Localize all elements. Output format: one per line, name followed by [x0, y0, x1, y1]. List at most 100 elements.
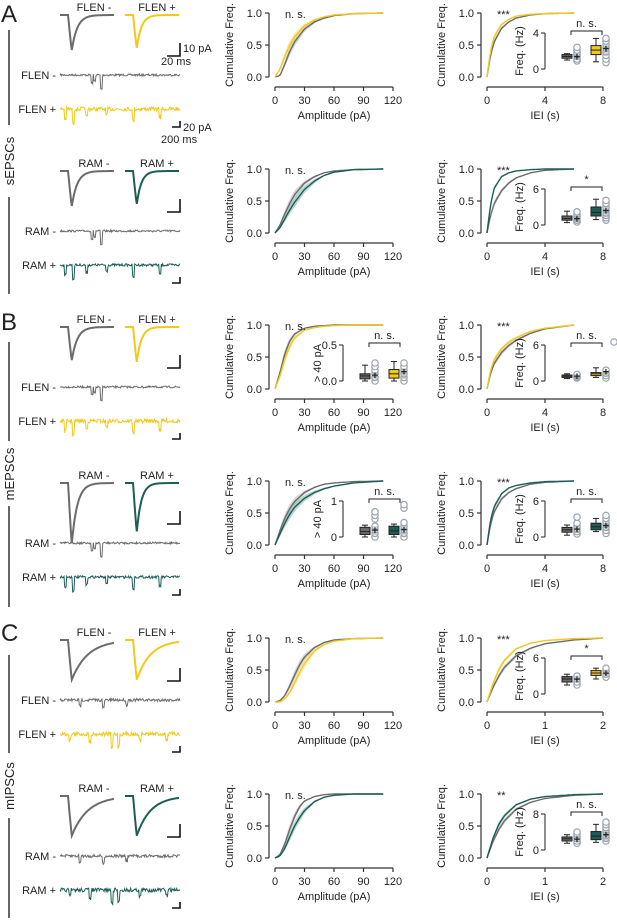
- raw-trace-treated: [59, 730, 181, 750]
- average-trace-treated: [125, 482, 179, 532]
- x-tick-label: 120: [384, 720, 402, 732]
- raw-trace-control: [59, 228, 181, 246]
- scale-bar-average: [167, 43, 181, 57]
- point-cluster: [603, 206, 609, 217]
- inset-y-axis-label: Freq. (Hz): [514, 807, 526, 857]
- iei-cdf-chart-row1: 0.0 0.5 1.0 Cumulative Freq. 0 4 8 IEI (s) *** 0 4…: [436, 3, 610, 122]
- raw-label-treated: RAM +: [22, 260, 56, 272]
- significance-annotation: n. s.: [285, 790, 306, 802]
- significance-annotation: n. s.: [285, 634, 306, 646]
- section-label-mepscs: mEPSCs: [2, 447, 17, 500]
- mean-marker: +: [603, 830, 609, 842]
- data-point: [400, 359, 408, 367]
- raw-label-control: RAM -: [25, 538, 57, 550]
- significance-annotation: n. s.: [285, 165, 306, 177]
- significance-annotation: n. s.: [285, 9, 306, 21]
- y-tick-label: 0.0: [247, 540, 262, 552]
- cdf-band-RAMplus: [275, 794, 384, 858]
- mean-marker: +: [603, 668, 609, 680]
- trace-label-treated: RAM +: [140, 783, 174, 795]
- scale-bar-raw: [172, 277, 181, 284]
- x-axis-label: Amplitude (pA): [298, 110, 371, 122]
- y-tick-label: 0.0: [459, 697, 474, 709]
- cdf-band-FLENplus: [275, 13, 384, 77]
- point-cluster: [574, 53, 580, 60]
- y-tick-label: 0.0: [247, 72, 262, 84]
- point-cluster: [574, 675, 580, 683]
- raw-label-control: FLEN -: [21, 695, 56, 707]
- cdf-line-RAMminus: [274, 168, 384, 234]
- y-tick-label: 1.0: [459, 476, 474, 488]
- mean-marker: +: [372, 525, 378, 537]
- y-tick-label: 1.0: [247, 633, 262, 645]
- cdf-line-RAMplus: [274, 168, 384, 234]
- raw-trace-treated: [59, 105, 181, 125]
- y-tick-label: 0.5: [247, 40, 262, 52]
- boxplot-inset: 0 6 Freq. (Hz) + + n. s.: [514, 330, 617, 388]
- panel-letter-c: C: [1, 620, 18, 647]
- x-tick-label: 120: [384, 563, 402, 575]
- y-axis-label: Cumulative Freq.: [436, 471, 448, 555]
- boxplot-inset: 0 6 Freq. (Hz) + + *: [514, 643, 610, 701]
- raw-trace-treated: [59, 574, 181, 593]
- y-tick-label: 0.5: [459, 508, 474, 520]
- traces-row4: RAM - RAM + RAM - RAM +: [22, 470, 181, 596]
- cdf-line-RAMplus: [486, 168, 574, 234]
- inset-significance: n. s.: [576, 486, 597, 498]
- iei-cdf-chart-row6: 0.0 0.5 1.0 Cumulative Freq. 0 1 2 IEI (s) ** 0 8F…: [436, 784, 610, 903]
- y-tick-label: 1.0: [459, 633, 474, 645]
- x-tick-label: 0: [272, 407, 278, 419]
- scale-bar-raw: [172, 433, 181, 440]
- raw-trace-control: [59, 540, 181, 558]
- significance-bracket: [570, 655, 603, 660]
- scale-bar-raw: [172, 902, 181, 909]
- inset-y-tick-label: 1: [331, 496, 337, 508]
- inset-y-axis-label: Freq. (Hz): [514, 651, 526, 701]
- panel-letter-b: B: [1, 309, 17, 336]
- iei-cdf-chart-row2: 0.0 0.5 1.0 Cumulative Freq. 0 4 8 IEI (s) *** 0 6…: [436, 159, 610, 278]
- x-tick-label: 90: [357, 251, 369, 263]
- scale-bar-raw: [172, 121, 181, 128]
- x-tick-label: 0: [484, 876, 490, 888]
- y-tick-label: 0.5: [247, 352, 262, 364]
- scale-label-avg-y: 10 pA: [183, 43, 212, 55]
- box-RAMminus: [359, 526, 371, 535]
- data-point: [573, 43, 581, 52]
- inset-y-axis-label: Freq. (Hz): [514, 494, 526, 544]
- y-tick-label: 1.0: [459, 320, 474, 332]
- mean-marker: +: [574, 834, 580, 846]
- x-tick-label: 30: [298, 876, 310, 888]
- boxplot-inset: 0 6 Freq. (Hz) + + n. s.: [514, 486, 610, 544]
- trace-label-control: RAM -: [78, 470, 110, 482]
- point-cluster: [574, 835, 580, 842]
- x-tick-label: 90: [357, 720, 369, 732]
- average-trace-treated: [125, 639, 180, 680]
- average-trace-control: [60, 14, 114, 51]
- data-point: [602, 818, 610, 826]
- cdf-line-RAMminus: [274, 793, 384, 859]
- point-cluster: [372, 526, 378, 536]
- inset-y-axis-label: > 40 pA: [312, 343, 324, 382]
- data-point: [602, 34, 610, 43]
- average-trace-control: [60, 170, 114, 207]
- data-point: [573, 513, 581, 522]
- x-tick-label: 0: [272, 251, 278, 263]
- cdf-band-FLENplus: [487, 325, 574, 389]
- y-tick-label: 0.0: [459, 72, 474, 84]
- scale-bar-raw: [172, 589, 181, 596]
- inset-y-tick-label: 0: [331, 532, 337, 544]
- trace-label-treated: RAM +: [140, 470, 174, 482]
- traces-row5: FLEN - FLEN + FLEN - FLEN +: [18, 627, 181, 753]
- mean-marker: +: [603, 521, 609, 533]
- raw-label-control: FLEN -: [21, 382, 56, 394]
- x-axis-label: Amplitude (pA): [298, 735, 371, 747]
- boxplot-inset: 0 4 Freq. (Hz) + + n. s.: [514, 18, 610, 76]
- y-tick-label: 1.0: [247, 320, 262, 332]
- significance-bracket: [368, 342, 401, 347]
- inset-y-tick-label: 6: [533, 496, 539, 508]
- y-axis-label: Cumulative Freq.: [224, 628, 236, 712]
- data-point: [400, 500, 408, 509]
- y-tick-label: 0.0: [247, 853, 262, 865]
- x-tick-label: 90: [357, 563, 369, 575]
- mean-marker: +: [603, 366, 609, 378]
